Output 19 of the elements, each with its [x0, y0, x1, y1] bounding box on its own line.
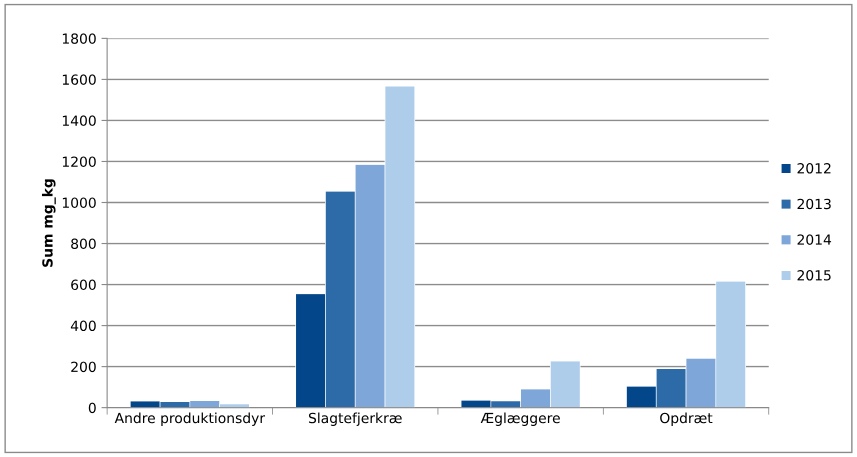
legend-label: 2012 [798, 163, 830, 174]
x-tick-label: Andre produktionsdyr [114, 412, 266, 426]
y-tick-label: 600 [71, 280, 96, 290]
y-tick-label: 1600 [62, 74, 96, 85]
y-tick-label: 1000 [62, 197, 96, 208]
legend-label: 2013 [798, 198, 831, 210]
legend-label: 2014 [798, 234, 832, 245]
legend-label: 2015 [798, 270, 831, 281]
y-tick-label: 200 [71, 362, 96, 372]
y-tick-label: 1400 [62, 115, 96, 126]
x-tick-label: Æglæggere [480, 412, 560, 426]
y-tick-label: 0 [88, 402, 96, 414]
y-tick-label: 1800 [62, 33, 96, 44]
y-axis-title: Sum mg_kg [42, 179, 56, 267]
x-tick-label: Slagtefjerkræ [308, 412, 402, 426]
y-tick-label: 400 [70, 320, 96, 332]
y-tick-label: 800 [71, 238, 96, 250]
x-tick-label: Opdræt [660, 412, 712, 426]
y-tick-label: 1200 [62, 156, 96, 167]
